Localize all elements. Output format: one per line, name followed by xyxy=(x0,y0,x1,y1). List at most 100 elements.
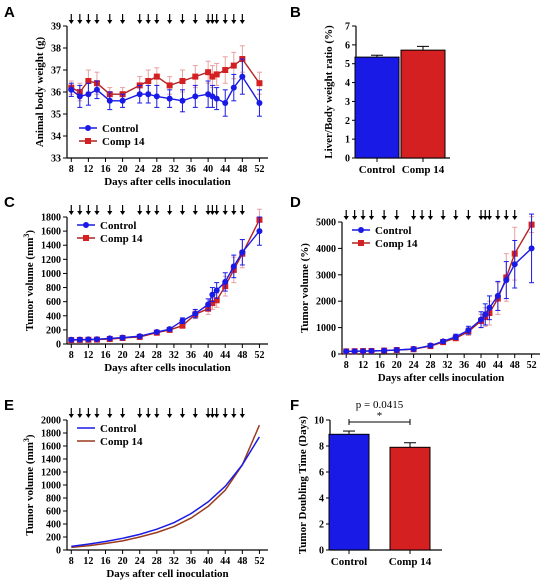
panel-a-y-tick-label: 37 xyxy=(51,66,61,77)
panel-c-treatment-arrow-head xyxy=(145,211,151,215)
panel-e-x-tick-label: 32 xyxy=(169,556,179,567)
panel-c-control-point xyxy=(239,249,246,256)
panel-d-x-tick-label: 48 xyxy=(510,360,520,371)
panel-a-x-tick-label: 28 xyxy=(152,164,162,175)
panel-c-x-tick-label: 24 xyxy=(135,350,145,361)
panel-c-comp14-point xyxy=(213,297,220,304)
panel-f-significance-mark: * xyxy=(377,410,383,422)
panel-d-treatment-arrow-head xyxy=(394,216,400,220)
panel-d-treatment-arrow-head xyxy=(512,216,518,220)
panel-c-y-tick-label: 1800 xyxy=(41,213,61,224)
panel-c-y-tick-label: 200 xyxy=(46,325,61,336)
panel-e-control-line xyxy=(71,436,261,548)
panel-c-control-point xyxy=(192,310,199,317)
panel-d-control-point xyxy=(393,347,400,354)
panel-c-legend-comp14-marker xyxy=(83,235,89,241)
panel-c-treatment-arrow-head xyxy=(214,211,220,215)
panel-e-x-tick-label: 24 xyxy=(135,556,145,567)
panel-d-x-tick-label: 40 xyxy=(476,360,486,371)
panel-c-x-tick-label: 12 xyxy=(83,350,93,361)
panel-c-legend-comp14-label: Comp 14 xyxy=(100,233,143,245)
panel-d-x-axis-label: Days after cells inoculation xyxy=(378,372,505,384)
panel-e-x-tick-label: 12 xyxy=(83,556,93,567)
panel-e-treatment-arrow-head xyxy=(209,414,216,418)
panel-c-control-point xyxy=(93,336,100,343)
panel-d-control-point xyxy=(494,292,501,299)
panel-d-x-tick-label: 12 xyxy=(358,360,368,371)
panel-c-treatment-arrow-head xyxy=(94,211,100,215)
panel-c-y-axis-label: Tumor volume (mm3) xyxy=(22,230,36,332)
panel-a-y-tick-label: 38 xyxy=(51,44,61,55)
panel-d-treatment-arrow-head xyxy=(495,216,501,220)
panel-f-category-label-control: Control xyxy=(331,556,367,568)
panel-a-comp14-point xyxy=(85,78,92,84)
panel-a-comp14-point xyxy=(213,71,220,78)
panel-e-y-tick-label: 800 xyxy=(46,494,61,505)
panel-a-x-tick-label: 52 xyxy=(254,164,264,175)
panel-d-x-tick-label: 44 xyxy=(493,360,503,371)
panel-c-x-axis-label: Days after cells inoculation xyxy=(104,362,231,374)
panel-c-y-tick-label: 1600 xyxy=(41,227,61,238)
panel-e-x-tick-label: 28 xyxy=(152,556,162,567)
panel-d-chart: D 0 1000 2000 3000 4000 5000 8 12 16 20 24 28 32 36 40 4… xyxy=(290,194,540,384)
panel-d-x-tick-label: 36 xyxy=(459,360,469,371)
panel-c-y-tick-label: 400 xyxy=(46,311,61,322)
panel-e-y-axis-label: Tumor volume (mm3) xyxy=(22,434,36,536)
panel-c-control-point xyxy=(136,333,143,340)
panel-d-treatment-arrow-head xyxy=(453,216,459,220)
panel-c-x-tick-label: 28 xyxy=(152,350,162,361)
panel-a-treatment-arrow-head xyxy=(85,20,91,24)
panel-e-x-tick-label: 8 xyxy=(69,556,74,567)
panel-c-control-point xyxy=(209,291,216,298)
panel-d-treatment-arrow-head xyxy=(381,216,387,220)
panel-f-y-tick-label: 6 xyxy=(319,468,324,479)
panel-c-treatment-arrow-head xyxy=(231,211,237,215)
panel-e-treatment-arrow-head xyxy=(192,414,198,418)
panel-e-treatment-arrow-head xyxy=(137,414,143,418)
panel-d-x-tick-label: 8 xyxy=(344,360,349,371)
panel-a-control-point xyxy=(76,93,83,100)
panel-a-x-tick-label: 20 xyxy=(118,164,128,175)
panel-b-y-tick-label: 5 xyxy=(345,59,350,70)
panel-d-control-point xyxy=(440,338,447,345)
panel-f-category-label-comp14: Comp 14 xyxy=(389,556,432,568)
panel-c-control-point xyxy=(106,335,113,342)
panel-e-treatment-arrow-head xyxy=(145,414,151,418)
panel-e-treatment-arrow-head xyxy=(119,414,126,418)
panel-a-treatment-arrow-head xyxy=(239,20,245,24)
panel-e-y-tick-label: 400 xyxy=(46,520,61,531)
panel-c-x-tick-label: 8 xyxy=(69,350,74,361)
panel-d-control-point xyxy=(427,342,434,349)
panel-e-comp14-line xyxy=(71,424,261,549)
panel-c-comp14-point xyxy=(209,300,216,307)
panel-a-treatment-arrow-head xyxy=(179,20,186,24)
panel-d-treatment-arrow-head xyxy=(368,216,375,220)
panel-a-x-tick-label: 16 xyxy=(100,164,110,175)
panel-a-control-point xyxy=(85,91,92,98)
panel-a-comp14-point xyxy=(205,69,212,76)
panel-c-control-point xyxy=(76,336,83,343)
panel-a-control-point xyxy=(256,100,263,106)
panel-e-treatment-arrow-head xyxy=(94,414,100,418)
panel-d-treatment-arrow-head xyxy=(503,216,509,220)
panel-b-y-axis-label: Liver/Body weight ratio (%) xyxy=(323,25,335,159)
panel-c-treatment-arrow-head xyxy=(222,211,228,215)
panel-d-control-point xyxy=(351,348,358,355)
panel-a-comp14-point xyxy=(166,82,173,89)
panel-d-treatment-arrow-head xyxy=(360,216,366,220)
panel-c-legend-control-marker xyxy=(83,222,89,228)
panel-a-control-point xyxy=(136,91,143,98)
panel-d-treatment-arrow-head xyxy=(419,216,425,220)
panel-a-chart: A 33 34 35 36 37 38 39 8 12 16 20 24 28 32 36 40 44 48 52 Da… xyxy=(4,4,268,188)
panel-c-control-point xyxy=(222,278,229,285)
panel-a-x-tick-label: 40 xyxy=(203,164,213,175)
panel-c-chart: C 0 200 400 600 800 1000 1200 1400 1600 1800 8 12 16 2… xyxy=(4,194,268,374)
panel-a-control-point xyxy=(179,97,186,104)
panel-c-comp14-point xyxy=(179,322,186,329)
panel-d-x-tick-label: 32 xyxy=(442,360,452,371)
panel-d-control-point xyxy=(478,316,485,323)
panel-c-treatment-arrow-head xyxy=(192,211,198,215)
panel-a-treatment-arrow-head xyxy=(68,20,74,24)
